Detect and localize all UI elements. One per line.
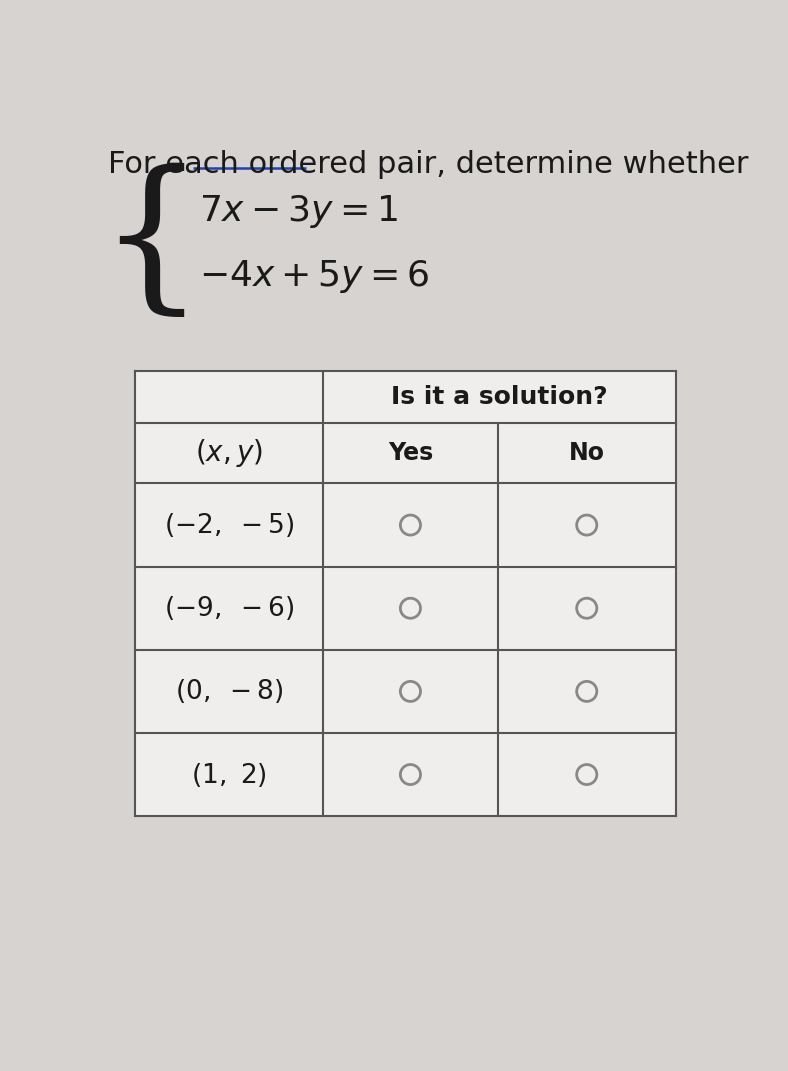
Text: $(0,\ -8)$: $(0,\ -8)$ <box>175 677 283 706</box>
Text: $(x, y)$: $(x, y)$ <box>195 437 263 469</box>
Text: $(-2,\ -5)$: $(-2,\ -5)$ <box>164 511 294 539</box>
Text: $(-9,\ -6)$: $(-9,\ -6)$ <box>164 594 294 622</box>
Bar <box>135 371 676 816</box>
Text: No: No <box>569 441 604 466</box>
Text: Yes: Yes <box>388 441 433 466</box>
Text: $-4x+5y=6$: $-4x+5y=6$ <box>199 258 429 295</box>
Text: $7x-3y=1$: $7x-3y=1$ <box>199 193 398 230</box>
Text: {: { <box>98 164 204 325</box>
Text: For each ordered pair, determine whether: For each ordered pair, determine whether <box>108 150 749 179</box>
Text: $(1,\ 2)$: $(1,\ 2)$ <box>191 760 267 788</box>
Text: Is it a solution?: Is it a solution? <box>392 386 608 409</box>
